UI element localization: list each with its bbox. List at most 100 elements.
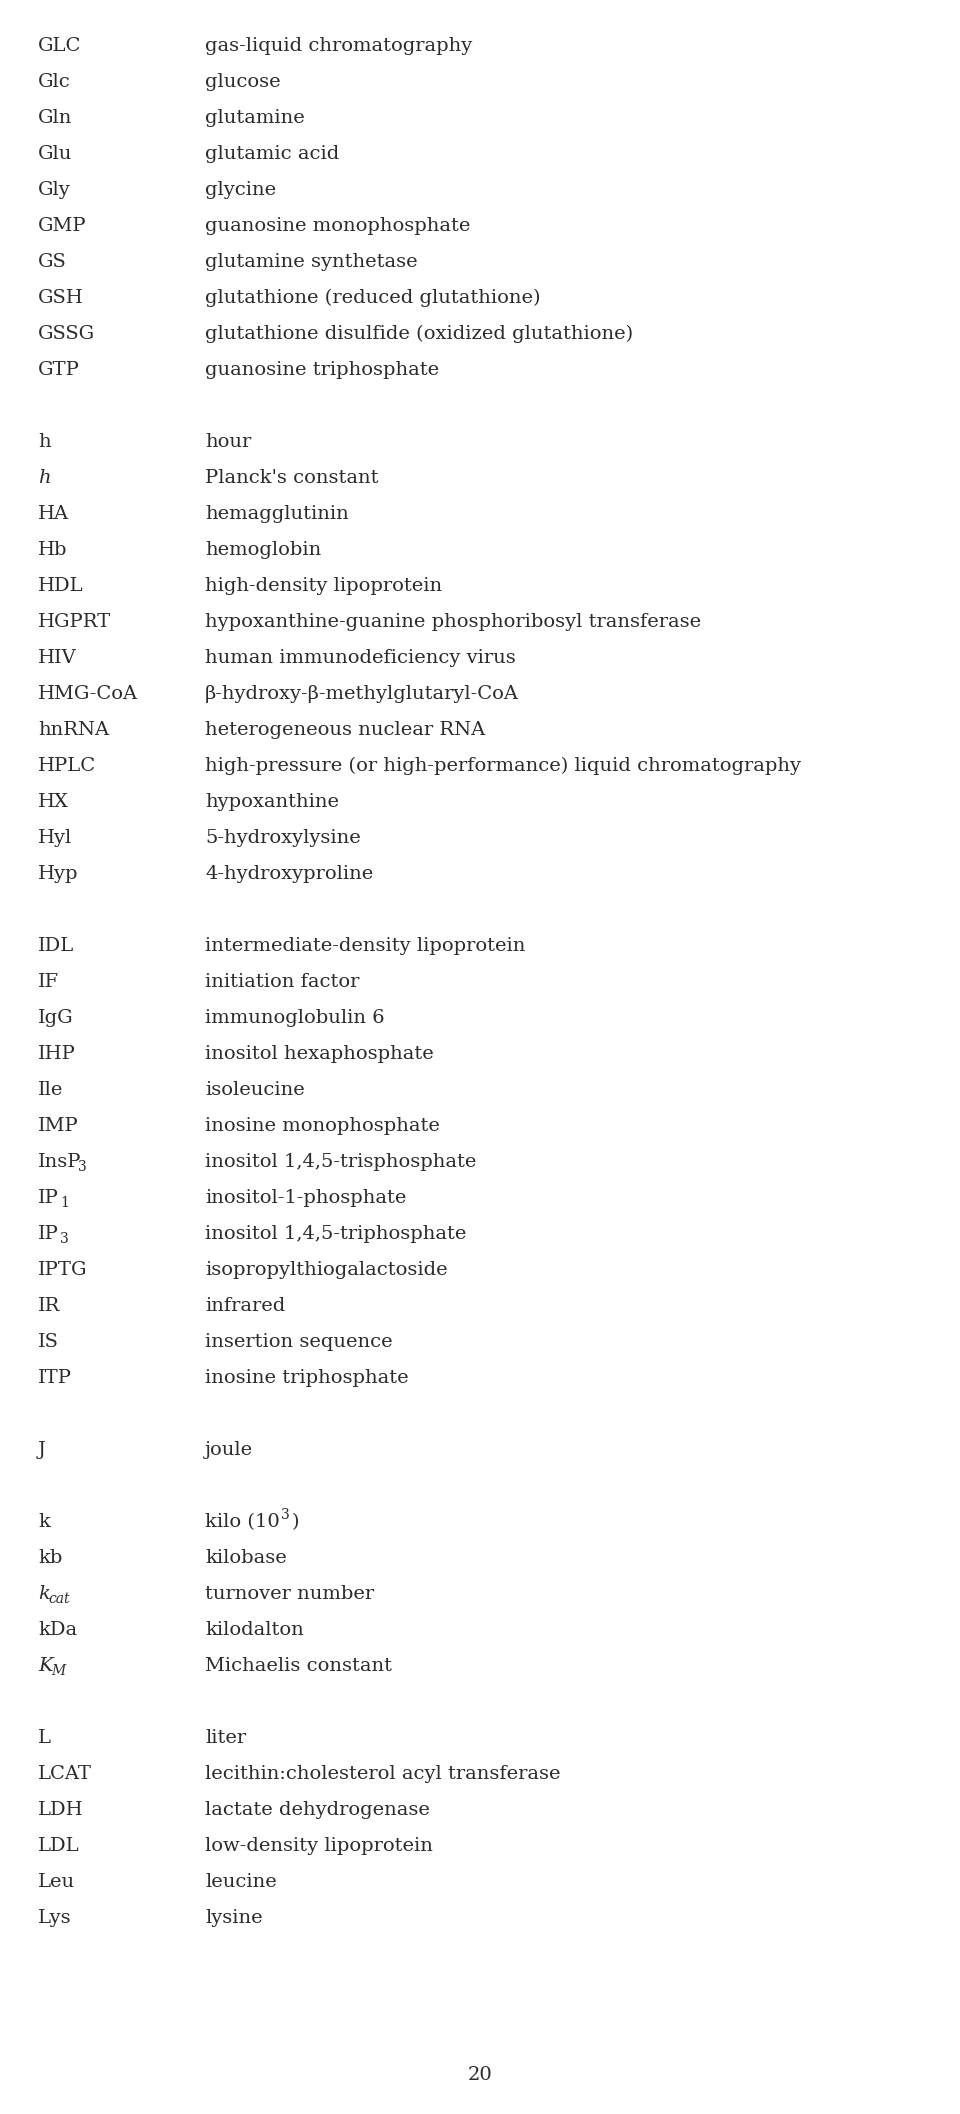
Text: inositol 1,4,5-triphosphate: inositol 1,4,5-triphosphate (205, 1224, 467, 1243)
Text: Hyl: Hyl (38, 829, 72, 848)
Text: high-density lipoprotein: high-density lipoprotein (205, 577, 443, 594)
Text: immunoglobulin 6: immunoglobulin 6 (205, 1008, 385, 1027)
Text: leucine: leucine (205, 1873, 276, 1892)
Text: 1: 1 (60, 1197, 69, 1209)
Text: cat: cat (48, 1592, 70, 1607)
Text: guanosine triphosphate: guanosine triphosphate (205, 361, 439, 378)
Text: Gln: Gln (38, 110, 72, 127)
Text: IPTG: IPTG (38, 1260, 87, 1279)
Text: IDL: IDL (38, 937, 74, 956)
Text: glutamine: glutamine (205, 110, 304, 127)
Text: J: J (38, 1442, 46, 1459)
Text: heterogeneous nuclear RNA: heterogeneous nuclear RNA (205, 721, 485, 740)
Text: Glc: Glc (38, 74, 71, 91)
Text: inosine triphosphate: inosine triphosphate (205, 1370, 409, 1387)
Text: inosine monophosphate: inosine monophosphate (205, 1116, 440, 1135)
Text: glutamine synthetase: glutamine synthetase (205, 254, 418, 271)
Text: 4-hydroxyproline: 4-hydroxyproline (205, 865, 373, 884)
Text: k: k (38, 1514, 50, 1531)
Text: 20: 20 (468, 2065, 492, 2084)
Text: 3: 3 (78, 1161, 86, 1173)
Text: 3: 3 (60, 1232, 69, 1245)
Text: ITP: ITP (38, 1370, 72, 1387)
Text: hour: hour (205, 433, 252, 450)
Text: IMP: IMP (38, 1116, 79, 1135)
Text: glucose: glucose (205, 74, 280, 91)
Text: IP: IP (38, 1224, 59, 1243)
Text: hnRNA: hnRNA (38, 721, 109, 740)
Text: LDH: LDH (38, 1801, 84, 1818)
Text: LDL: LDL (38, 1837, 80, 1854)
Text: Hb: Hb (38, 541, 67, 558)
Text: HIV: HIV (38, 649, 77, 668)
Text: Ile: Ile (38, 1080, 63, 1099)
Text: GS: GS (38, 254, 67, 271)
Text: InsP: InsP (38, 1152, 82, 1171)
Text: GSH: GSH (38, 290, 84, 307)
Text: IS: IS (38, 1334, 59, 1351)
Text: 3: 3 (281, 1507, 290, 1522)
Text: IF: IF (38, 972, 60, 991)
Text: infrared: infrared (205, 1298, 285, 1315)
Text: IgG: IgG (38, 1008, 74, 1027)
Text: β-hydroxy-β-methylglutaryl-CoA: β-hydroxy-β-methylglutaryl-CoA (205, 685, 519, 704)
Text: kb: kb (38, 1550, 62, 1566)
Text: IHP: IHP (38, 1044, 76, 1063)
Text: guanosine monophosphate: guanosine monophosphate (205, 218, 470, 235)
Text: lysine: lysine (205, 1909, 263, 1928)
Text: K: K (38, 1657, 53, 1674)
Text: GMP: GMP (38, 218, 86, 235)
Text: Planck's constant: Planck's constant (205, 469, 378, 486)
Text: turnover number: turnover number (205, 1586, 374, 1602)
Text: high-pressure (or high-performance) liquid chromatography: high-pressure (or high-performance) liqu… (205, 757, 801, 776)
Text: HMG-CoA: HMG-CoA (38, 685, 138, 704)
Text: inositol hexaphosphate: inositol hexaphosphate (205, 1044, 434, 1063)
Text: LCAT: LCAT (38, 1765, 92, 1782)
Text: IR: IR (38, 1298, 60, 1315)
Text: Lys: Lys (38, 1909, 72, 1928)
Text: low-density lipoprotein: low-density lipoprotein (205, 1837, 433, 1854)
Text: 5-hydroxylysine: 5-hydroxylysine (205, 829, 361, 848)
Text: kDa: kDa (38, 1621, 77, 1638)
Text: lactate dehydrogenase: lactate dehydrogenase (205, 1801, 430, 1818)
Text: gas-liquid chromatography: gas-liquid chromatography (205, 38, 472, 55)
Text: Michaelis constant: Michaelis constant (205, 1657, 392, 1674)
Text: initiation factor: initiation factor (205, 972, 359, 991)
Text: isopropylthiogalactoside: isopropylthiogalactoside (205, 1260, 447, 1279)
Text: HGPRT: HGPRT (38, 613, 111, 630)
Text: liter: liter (205, 1729, 246, 1746)
Text: glutamic acid: glutamic acid (205, 146, 339, 163)
Text: Hyp: Hyp (38, 865, 79, 884)
Text: glutathione disulfide (oxidized glutathione): glutathione disulfide (oxidized glutathi… (205, 326, 634, 342)
Text: k: k (38, 1586, 50, 1602)
Text: isoleucine: isoleucine (205, 1080, 304, 1099)
Text: inositol-1-phosphate: inositol-1-phosphate (205, 1188, 406, 1207)
Text: intermediate-density lipoprotein: intermediate-density lipoprotein (205, 937, 525, 956)
Text: HA: HA (38, 505, 69, 522)
Text: kilobase: kilobase (205, 1550, 287, 1566)
Text: lecithin:cholesterol acyl transferase: lecithin:cholesterol acyl transferase (205, 1765, 561, 1782)
Text: insertion sequence: insertion sequence (205, 1334, 393, 1351)
Text: h: h (38, 469, 51, 486)
Text: Gly: Gly (38, 182, 71, 199)
Text: hemagglutinin: hemagglutinin (205, 505, 348, 522)
Text: glycine: glycine (205, 182, 276, 199)
Text: GLC: GLC (38, 38, 82, 55)
Text: GTP: GTP (38, 361, 80, 378)
Text: h: h (38, 433, 51, 450)
Text: kilo (10: kilo (10 (205, 1514, 279, 1531)
Text: Leu: Leu (38, 1873, 75, 1892)
Text: human immunodeficiency virus: human immunodeficiency virus (205, 649, 516, 668)
Text: hypoxanthine-guanine phosphoribosyl transferase: hypoxanthine-guanine phosphoribosyl tran… (205, 613, 701, 630)
Text: Glu: Glu (38, 146, 72, 163)
Text: GSSG: GSSG (38, 326, 95, 342)
Text: inositol 1,4,5-trisphosphate: inositol 1,4,5-trisphosphate (205, 1152, 476, 1171)
Text: HPLC: HPLC (38, 757, 96, 776)
Text: HDL: HDL (38, 577, 84, 594)
Text: joule: joule (205, 1442, 253, 1459)
Text: IP: IP (38, 1188, 59, 1207)
Text: glutathione (reduced glutathione): glutathione (reduced glutathione) (205, 290, 540, 307)
Text: L: L (38, 1729, 51, 1746)
Text: hemoglobin: hemoglobin (205, 541, 322, 558)
Text: hypoxanthine: hypoxanthine (205, 793, 339, 812)
